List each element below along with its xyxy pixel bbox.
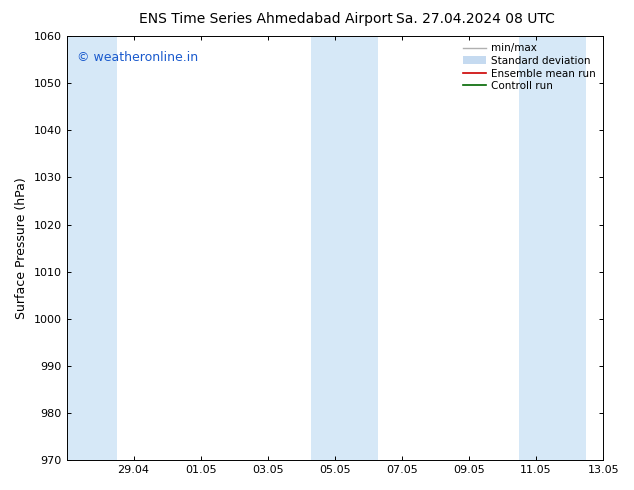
Text: ENS Time Series Ahmedabad Airport: ENS Time Series Ahmedabad Airport bbox=[139, 12, 393, 26]
Bar bbox=[311, 36, 335, 460]
Legend: min/max, Standard deviation, Ensemble mean run, Controll run: min/max, Standard deviation, Ensemble me… bbox=[461, 41, 598, 93]
Text: Sa. 27.04.2024 08 UTC: Sa. 27.04.2024 08 UTC bbox=[396, 12, 555, 26]
Y-axis label: Surface Pressure (hPa): Surface Pressure (hPa) bbox=[15, 177, 28, 319]
Text: © weatheronline.in: © weatheronline.in bbox=[77, 51, 198, 64]
Bar bbox=[335, 36, 378, 460]
Bar bbox=[519, 36, 586, 460]
Bar bbox=[67, 36, 117, 460]
